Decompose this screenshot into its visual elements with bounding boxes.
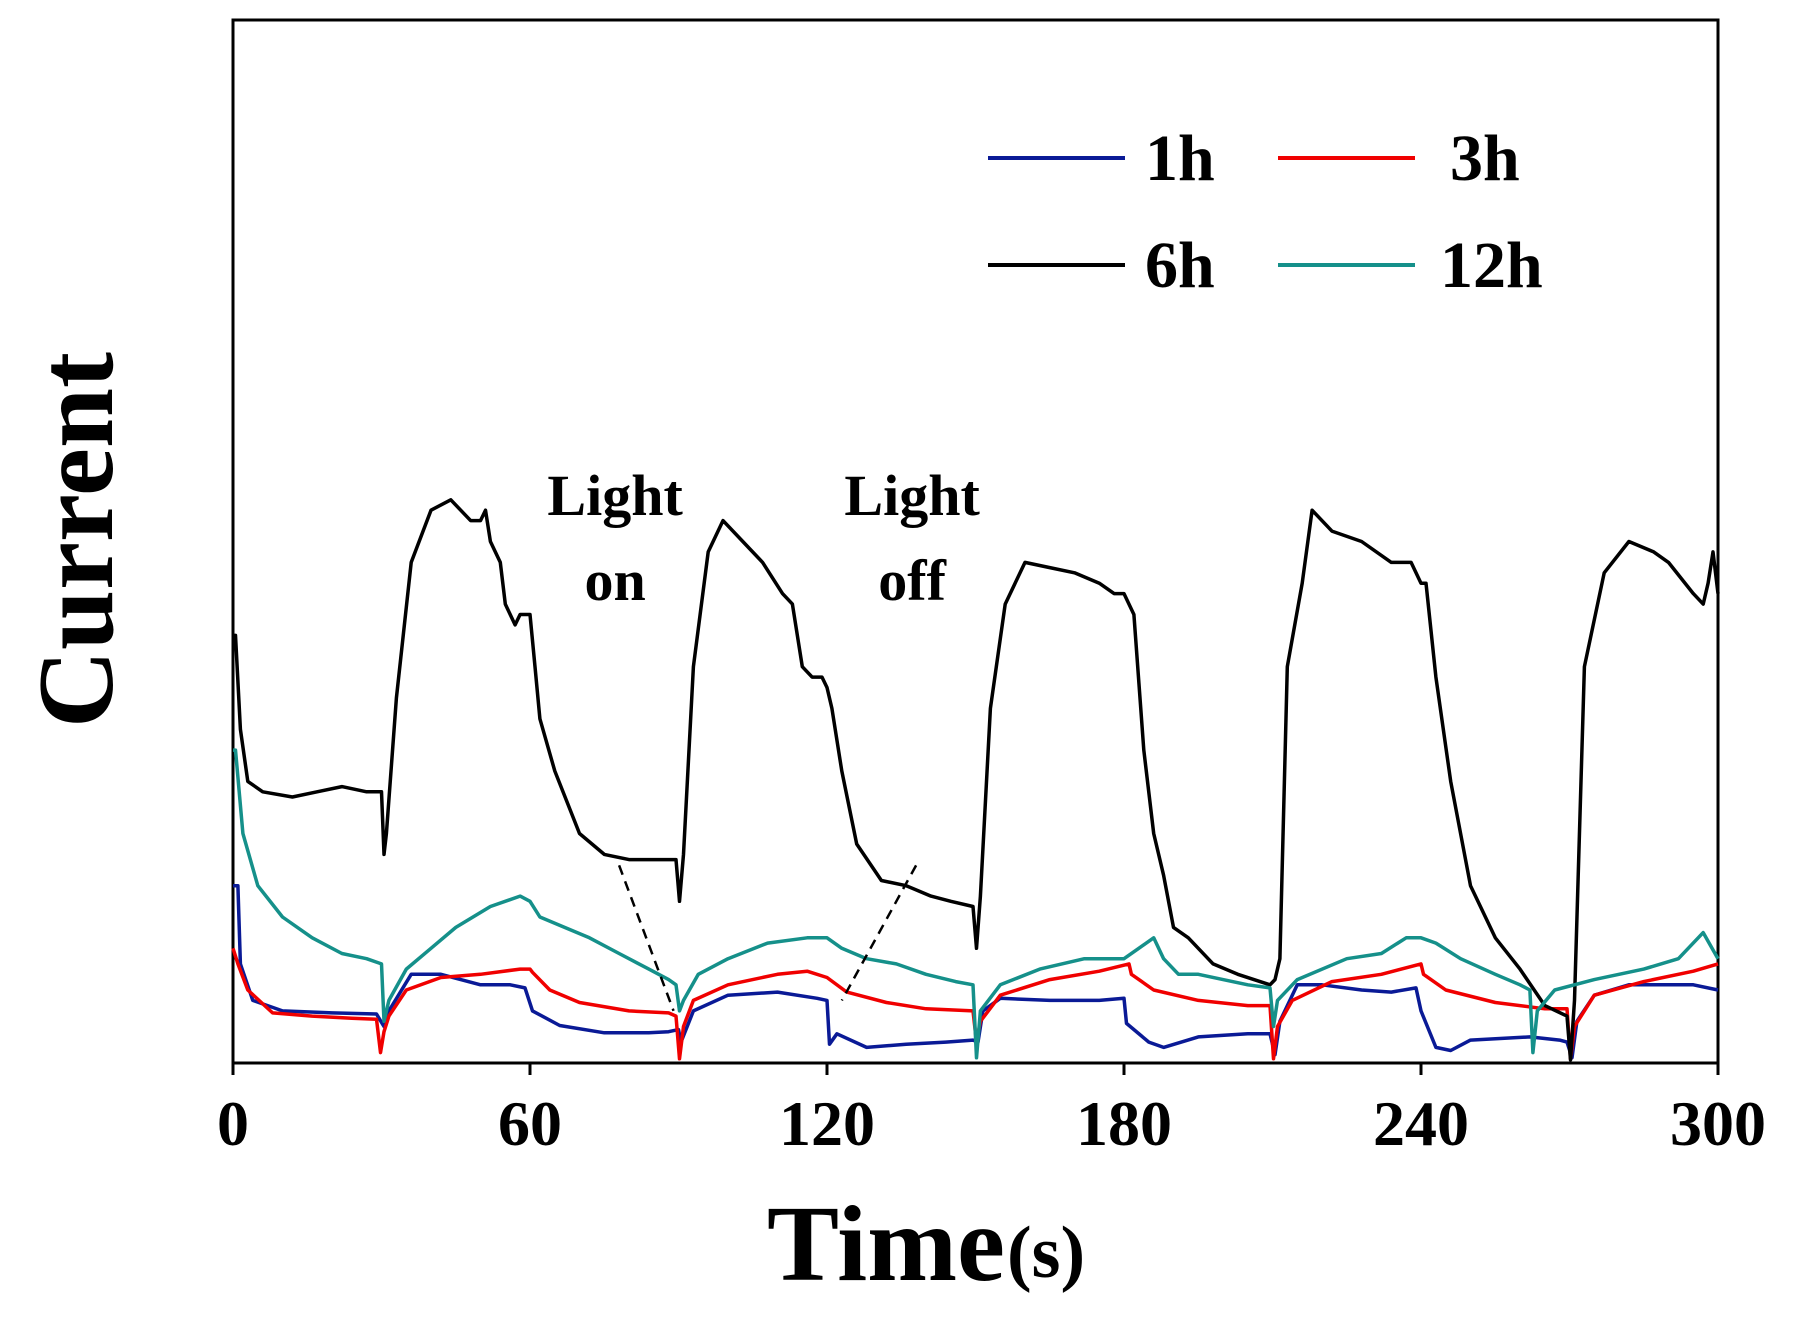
y-axis-title: Current: [17, 352, 136, 728]
annotation-pointer-1: [840, 864, 918, 1002]
annotations: Light on Light off: [547, 463, 980, 1012]
annotation-label-line2: off: [878, 548, 946, 613]
series-line-6h: [233, 498, 1720, 1062]
annotation-label-line2: on: [584, 548, 645, 613]
x-tick-label: 0: [217, 1088, 249, 1159]
legend-label-6h: 6h: [1145, 229, 1215, 302]
x-axis: 0 60 120 180 240 300: [217, 1063, 1766, 1159]
series-layer: [231, 498, 1720, 1062]
x-tick-label: 180: [1076, 1088, 1172, 1159]
x-tick-label: 60: [498, 1088, 562, 1159]
series-line-3h: [231, 947, 1719, 1061]
annotation-label-line1: Light: [844, 463, 980, 528]
legend-label-12h: 12h: [1440, 229, 1543, 302]
x-tick-label: 120: [779, 1088, 875, 1159]
legend-label-1h: 1h: [1145, 122, 1215, 195]
x-axis-unit: (s): [1007, 1212, 1085, 1294]
x-tick-label: 300: [1670, 1088, 1766, 1159]
plot-frame: [231, 18, 1720, 1065]
legend-label-3h: 3h: [1450, 122, 1520, 195]
annotation-label-line1: Light: [547, 463, 683, 528]
x-axis-title: Time: [767, 1185, 1005, 1304]
legend: 1h 3h 6h 12h: [988, 122, 1543, 302]
series-line-12h: [233, 748, 1720, 1060]
annotation-pointer-0: [617, 864, 675, 1012]
x-tick-label: 240: [1373, 1088, 1469, 1159]
